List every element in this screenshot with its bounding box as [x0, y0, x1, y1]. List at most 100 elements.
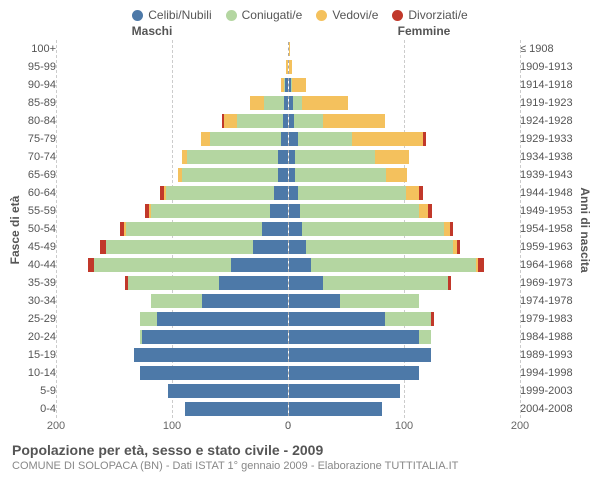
female-bar — [289, 186, 517, 200]
bar-segment — [289, 132, 298, 146]
age-label: 20-24 — [10, 331, 60, 343]
pyramid-row: 95-991909-1913 — [10, 58, 590, 76]
pyramid-row: 10-141994-1998 — [10, 364, 590, 382]
bar-segment — [302, 96, 348, 110]
age-label: 50-54 — [10, 223, 60, 235]
bar-segment — [168, 384, 287, 398]
birth-year-label: 1914-1918 — [516, 79, 590, 91]
pyramid-row: 35-39 1969-1973 — [10, 274, 590, 292]
female-bar — [289, 132, 517, 146]
bar-segment — [386, 168, 406, 182]
bar-segment — [352, 132, 423, 146]
birth-year-label: 1994-1998 — [516, 367, 590, 379]
legend-dot-icon — [316, 10, 327, 21]
age-label: 90-94 — [10, 79, 60, 91]
legend-item: Vedovi/e — [316, 8, 378, 22]
birth-year-label: 1909-1913 — [516, 61, 590, 73]
birth-year-label: 1959-1963 — [516, 241, 590, 253]
bar-segment — [289, 366, 420, 380]
female-bar — [289, 222, 517, 236]
bar-segment — [292, 78, 306, 92]
bar-segment — [289, 150, 296, 164]
pyramid-row: 100+≤ 1908 — [10, 40, 590, 58]
legend-item: Divorziati/e — [392, 8, 467, 22]
age-label: 35-39 — [10, 277, 60, 289]
pyramid-row: 25-291979-1983 — [10, 310, 590, 328]
legend-label: Coniugati/e — [242, 8, 303, 22]
axis-tick: 100 — [395, 420, 413, 432]
birth-year-label: 1944-1948 — [516, 187, 590, 199]
x-axis: 2001000 0100200 — [10, 420, 590, 436]
female-bar — [289, 384, 517, 398]
bar-segment — [289, 312, 386, 326]
legend-dot-icon — [132, 10, 143, 21]
birth-year-label: 1964-1968 — [516, 259, 590, 271]
bar-segment — [289, 276, 323, 290]
bar-segment — [289, 222, 303, 236]
bar-segment — [283, 114, 288, 128]
legend-item: Celibi/Nubili — [132, 8, 211, 22]
birth-year-label: 1969-1973 — [516, 277, 590, 289]
bar-segment — [264, 96, 284, 110]
bar-segment — [201, 132, 210, 146]
birth-year-label: 1999-2003 — [516, 385, 590, 397]
bar-segment — [182, 168, 279, 182]
bar-segment — [431, 312, 434, 326]
bar-segment — [289, 402, 382, 416]
bar-segment — [289, 330, 420, 344]
birth-year-label: 1954-1958 — [516, 223, 590, 235]
bar-segment — [406, 186, 420, 200]
bar-segment — [294, 114, 322, 128]
pyramid-row: 75-791929-1933 — [10, 130, 590, 148]
bar-segment — [151, 294, 202, 308]
bar-segment — [286, 60, 287, 74]
column-headers: Maschi Femmine — [10, 24, 590, 38]
pyramid-row: 5-91999-2003 — [10, 382, 590, 400]
female-bar — [289, 348, 517, 362]
bar-segment — [278, 168, 287, 182]
female-bar — [289, 366, 517, 380]
male-bar — [60, 258, 289, 272]
male-bar — [60, 402, 289, 416]
male-bar — [60, 186, 289, 200]
legend-item: Coniugati/e — [226, 8, 303, 22]
female-bar — [289, 78, 517, 92]
bar-segment — [185, 402, 287, 416]
female-bar — [289, 312, 517, 326]
male-bar — [60, 150, 289, 164]
birth-year-label: ≤ 1908 — [516, 43, 590, 55]
bar-segment — [289, 204, 300, 218]
birth-year-label: 1929-1933 — [516, 133, 590, 145]
female-bar — [289, 168, 517, 182]
female-bar — [289, 42, 517, 56]
bar-segment — [140, 366, 288, 380]
female-bar — [289, 96, 517, 110]
male-bar — [60, 42, 289, 56]
bar-segment — [224, 114, 238, 128]
bar-segment — [210, 132, 281, 146]
male-bar — [60, 168, 289, 182]
bar-segment — [298, 132, 353, 146]
male-bar — [60, 96, 289, 110]
female-bar — [289, 294, 517, 308]
legend-dot-icon — [226, 10, 237, 21]
pyramid-row: 85-891919-1923 — [10, 94, 590, 112]
male-bar — [60, 384, 289, 398]
pyramid-row: 55-591949-1953 — [10, 202, 590, 220]
axis-tick: 0 — [285, 420, 291, 432]
bar-segment — [385, 312, 431, 326]
legend-label: Divorziati/e — [408, 8, 467, 22]
bar-segment — [157, 312, 288, 326]
bar-segment — [253, 240, 287, 254]
pyramid-row: 0-42004-2008 — [10, 400, 590, 418]
male-bar — [60, 240, 289, 254]
female-bar — [289, 240, 517, 254]
age-label: 65-69 — [10, 169, 60, 181]
female-header: Femmine — [288, 24, 520, 38]
birth-year-label: 1984-1988 — [516, 331, 590, 343]
bar-segment — [448, 276, 451, 290]
bar-segment — [126, 222, 263, 236]
bar-segment — [128, 276, 219, 290]
bar-segment — [340, 294, 420, 308]
male-bar — [60, 348, 289, 362]
